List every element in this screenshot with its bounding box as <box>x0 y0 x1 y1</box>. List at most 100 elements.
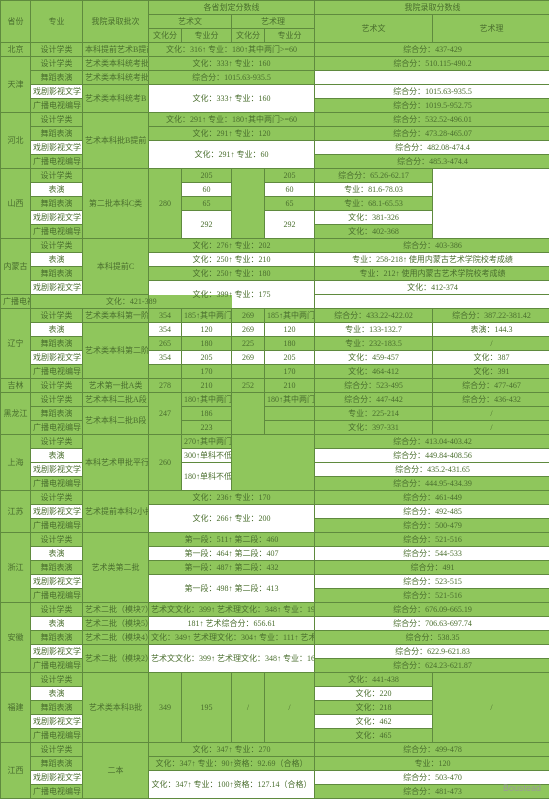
cell-28-1: 设计学类 <box>31 435 83 449</box>
cell-7-4: 综合分：482.08-474.4 <box>315 141 549 155</box>
cell-7-1: 戏剧影视文学 <box>31 141 83 155</box>
cell-1-2: 艺术类本科统考批A <box>83 57 149 71</box>
cell-16-3: 文化：250↑ 专业：180 <box>149 267 315 281</box>
cell-40-0: 安徽 <box>1 603 31 673</box>
cell-19-6: 185↑其中两门>=60 <box>265 309 315 323</box>
cell-16-1: 舞蹈表演 <box>31 267 83 281</box>
cell-5-2: 艺术本科批B提前 <box>83 113 149 169</box>
cell-44-4: 综合分：624.23-621.87 <box>315 659 549 673</box>
cell-21-1: 舞蹈表演 <box>31 337 83 351</box>
cell-3-4: 综合分：1015.63-935.5 <box>315 85 549 99</box>
cell-44-1: 广播电视编导 <box>31 659 83 673</box>
cell-26-7: 专业：225-214 <box>315 407 433 421</box>
cell-14-4: 综合分：403-386 <box>315 239 549 253</box>
hdr-wh1: 文化分 <box>149 29 182 43</box>
cell-36-1: 表演 <box>31 547 83 561</box>
cell-22-3: 354 <box>149 351 182 365</box>
cell-32-4: 综合分：461-449 <box>315 491 549 505</box>
cell-50-2: 二本 <box>83 743 149 799</box>
cell-19-8: 综合分：387.22-381.42 <box>433 309 549 323</box>
cell-45-4: 195 <box>182 673 232 743</box>
cell-0-3: 文化：316↑ 专业：180↑其中两门>=60 <box>149 43 315 57</box>
cell-20-4: 120 <box>182 323 232 337</box>
cell-51-1: 舞蹈表演 <box>31 757 83 771</box>
cell-34-1: 广播电视编导 <box>31 519 83 533</box>
cell-9-0: 山西 <box>1 169 31 239</box>
cell-37-4: 综合分：491 <box>315 561 549 575</box>
cell-1-4: 综合分：510.115-490.2 <box>315 57 549 71</box>
cell-1-1: 设计学类 <box>31 57 83 71</box>
cell-42-4: 综合分：538.35 <box>315 631 549 645</box>
hdr-artwen1: 艺术文 <box>149 15 232 29</box>
cell-27-4: 223 <box>182 421 232 435</box>
cell-11-6: 65 <box>265 197 315 211</box>
cell-19-4: 185↑其中两门>=60 <box>182 309 232 323</box>
cell-25-5 <box>232 393 265 435</box>
cell-36-3: 第一段：464↑ 第二段：407 <box>149 547 315 561</box>
cell-32-2: 艺术提前本科2小批 <box>83 491 149 533</box>
cell-11-1: 舞蹈表演 <box>31 197 83 211</box>
cell-19-7: 综合分：433.22-422.02 <box>315 309 433 323</box>
cell-40-2: 艺术二批（模块7） <box>83 603 149 617</box>
cell-9-3: 280 <box>149 169 182 239</box>
cell-41-2: 艺术二批（模块5） <box>83 617 149 631</box>
cell-32-3: 文化：236↑ 专业：170 <box>149 491 315 505</box>
cell-33-4: 综合分：492-485 <box>315 505 549 519</box>
cell-20-3: 354 <box>149 323 182 337</box>
cell-1-0: 天津 <box>1 57 31 113</box>
cell-3-3: 文化：333↑ 专业：160 <box>149 85 315 113</box>
cell-24-5: 252 <box>232 379 265 393</box>
cell-4-1: 广播电视编导 <box>31 99 83 113</box>
hdr-artli1: 艺术理 <box>232 15 315 29</box>
cell-27-7: 文化：397-331 <box>315 421 433 435</box>
cell-24-2: 艺术第一批A类 <box>83 379 149 393</box>
cell-35-2: 艺术类第二批 <box>83 533 149 603</box>
cell-26-4: 186 <box>182 407 232 421</box>
hdr-zy1: 专业分 <box>182 29 232 43</box>
cell-38-3: 第一段：498↑ 第二段：413 <box>149 575 315 603</box>
cell-29-4: 300↑单科不低于70↑表演、台词、形体单科成绩不低于30 <box>182 449 232 463</box>
cell-24-8: 综合分：477-467 <box>433 379 549 393</box>
cell-9-2: 第二批本科C类 <box>83 169 149 239</box>
cell-6-4: 综合分：473.28-465.07 <box>315 127 549 141</box>
cell-34-4: 综合分：500-479 <box>315 519 549 533</box>
cell-45-5: / <box>232 673 265 743</box>
cell-22-1: 戏剧影视文学 <box>31 351 83 365</box>
cell-22-8: 文化：387 <box>433 351 549 365</box>
cell-40-3: 艺术文文化：399↑ 艺术理文化：348↑ 专业：190↑ 综合分：600.42 <box>149 603 315 617</box>
cell-31-1: 广播电视编导 <box>31 477 83 491</box>
cell-37-3: 第一段：487↑ 第二段：432 <box>149 561 315 575</box>
cell-51-4: 专业：120 <box>315 757 549 771</box>
cell-0-4: 综合分：437-429 <box>315 43 549 57</box>
cell-8-4: 综合分：485.3-474.4 <box>315 155 549 169</box>
hdr-major: 专业 <box>31 1 83 43</box>
cell-24-4: 210 <box>182 379 232 393</box>
cell-45-2: 艺术类本科B批 <box>83 673 149 743</box>
cell-23-6: 170 <box>265 365 315 379</box>
cell-9-6: 205 <box>265 169 315 183</box>
cell-25-4: 180↑其中两门>=60 <box>182 393 232 407</box>
cell-53-1: 广播电视编导 <box>31 785 83 799</box>
cell-29-1: 表演 <box>31 449 83 463</box>
cell-10-7: 专业：81.6-78.03 <box>315 183 433 197</box>
cell-47-1: 舞蹈表演 <box>31 701 83 715</box>
cell-20-1: 表演 <box>31 323 83 337</box>
cell-23-4: 170 <box>182 365 232 379</box>
cell-24-0: 吉林 <box>1 379 31 393</box>
cell-27-6 <box>265 421 315 435</box>
cell-45-1: 设计学类 <box>31 673 83 687</box>
cell-24-3: 278 <box>149 379 182 393</box>
cell-45-7: 文化：441-438 <box>315 673 433 687</box>
cell-26-6 <box>265 407 315 421</box>
cell-23-8: 文化：391 <box>433 365 549 379</box>
cell-5-1: 设计学类 <box>31 113 83 127</box>
cell-33-1: 戏剧影视文学 <box>31 505 83 519</box>
cell-22-7: 文化：459-457 <box>315 351 433 365</box>
cell-14-2: 本科提前C <box>83 239 149 295</box>
cell-52-3: 文化：347↑ 专业：100↑资格：127.14（合格） <box>149 771 315 799</box>
cell-9-7: 综合分：65.26-62.17 <box>315 169 433 183</box>
cell-10-4: 60 <box>182 183 232 197</box>
cell-30-6: 综合分：435.2-431.65 <box>315 463 549 477</box>
cell-5-4: 综合分：532.52-496.01 <box>315 113 549 127</box>
cell-6-3: 文化：291↑ 专业：120 <box>149 127 315 141</box>
